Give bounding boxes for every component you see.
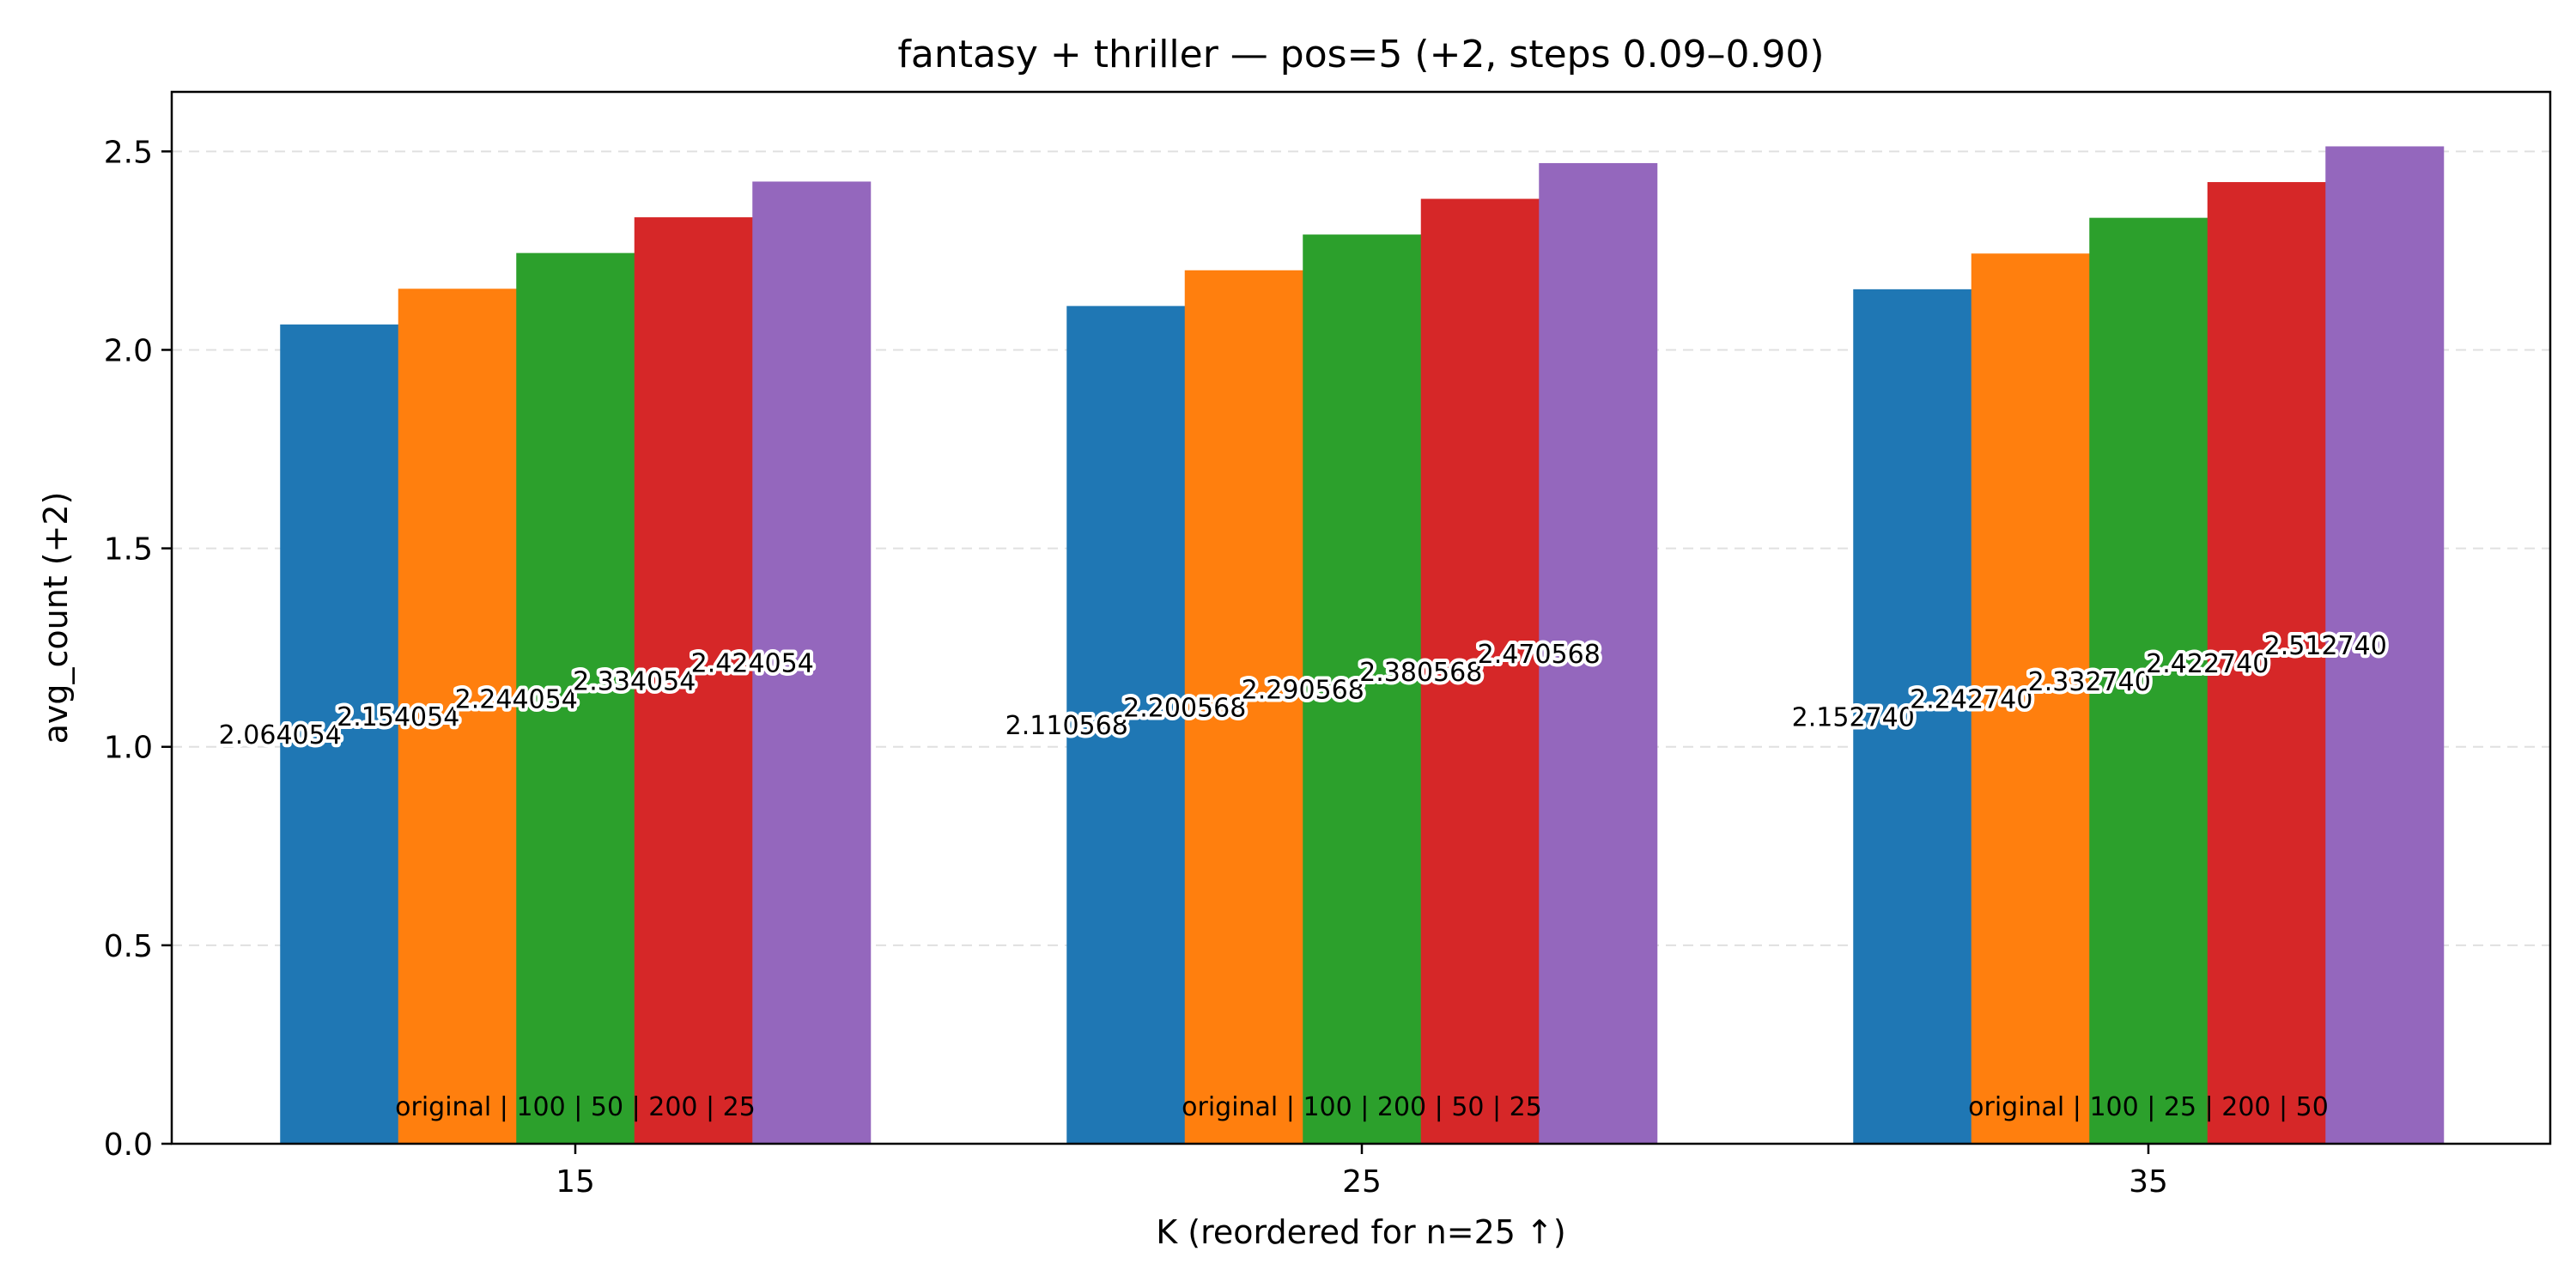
bar-value-label: 2.470568	[1478, 640, 1601, 670]
x-tick-label: 25	[1342, 1164, 1382, 1200]
bar-value-label: 2.290568	[1242, 676, 1364, 706]
y-tick-label: 2.5	[104, 135, 153, 170]
group-order-note: original | 100 | 200 | 50 | 25	[1182, 1092, 1542, 1122]
bar	[2207, 182, 2326, 1144]
bar-value-label: 2.110568	[1005, 711, 1128, 741]
bar	[1184, 270, 1303, 1144]
y-tick-label: 1.5	[104, 532, 153, 568]
bar	[752, 181, 872, 1144]
y-axis-label: avg_count (+2)	[37, 492, 75, 744]
bar	[280, 324, 399, 1144]
bar-value-label: 2.512740	[2264, 631, 2387, 661]
group-order-note: original | 100 | 25 | 200 | 50	[1968, 1092, 2329, 1122]
value-labels: 2.0640542.1540542.2440542.3340542.424054…	[216, 628, 2391, 754]
bar-value-label: 2.154054	[337, 702, 459, 732]
y-tick-label: 2.0	[104, 333, 153, 368]
bar	[1420, 198, 1540, 1145]
bar	[1971, 253, 2090, 1144]
y-tick-label: 1.0	[104, 731, 153, 766]
group-order-note: original | 100 | 50 | 200 | 25	[395, 1092, 756, 1122]
bar	[1539, 162, 1658, 1145]
bar	[398, 289, 517, 1144]
bar	[516, 252, 635, 1144]
bar-value-label: 2.152740	[1792, 702, 1915, 732]
x-tick-label: 35	[2129, 1164, 2168, 1200]
y-axis-ticks: 0.0 0.5 1.0 1.5 2.0 2.5	[104, 135, 172, 1163]
group-notes: original | 100 | 50 | 200 | 25 original |…	[395, 1092, 2329, 1122]
x-tick-label: 15	[556, 1164, 595, 1200]
bar-value-label: 2.380568	[1359, 658, 1482, 688]
bar	[1066, 306, 1186, 1144]
bar-value-label: 2.334054	[573, 667, 696, 697]
bar	[2325, 146, 2445, 1144]
y-tick-label: 0.0	[104, 1127, 153, 1163]
bars	[280, 146, 2445, 1145]
y-tick-label: 0.5	[104, 929, 153, 964]
bar-value-label: 2.244054	[455, 684, 578, 714]
bar-value-label: 2.242740	[1910, 685, 2032, 715]
bar	[1303, 234, 1422, 1144]
x-axis-label: K (reordered for n=25 ↑)	[1156, 1213, 1565, 1251]
bar-value-label: 2.332740	[2028, 667, 2151, 697]
chart-title: fantasy + thriller — pos=5 (+2, steps 0.…	[897, 33, 1824, 76]
bar	[634, 217, 753, 1144]
bar-value-label: 2.064054	[219, 720, 342, 750]
bar	[1853, 289, 1972, 1144]
bar-value-label: 2.200568	[1123, 693, 1246, 723]
bar-value-label: 2.424054	[691, 649, 814, 679]
bar-value-label: 2.422740	[2146, 649, 2269, 679]
bar	[2089, 217, 2208, 1144]
x-axis-ticks: 15 25 35	[556, 1144, 2168, 1200]
